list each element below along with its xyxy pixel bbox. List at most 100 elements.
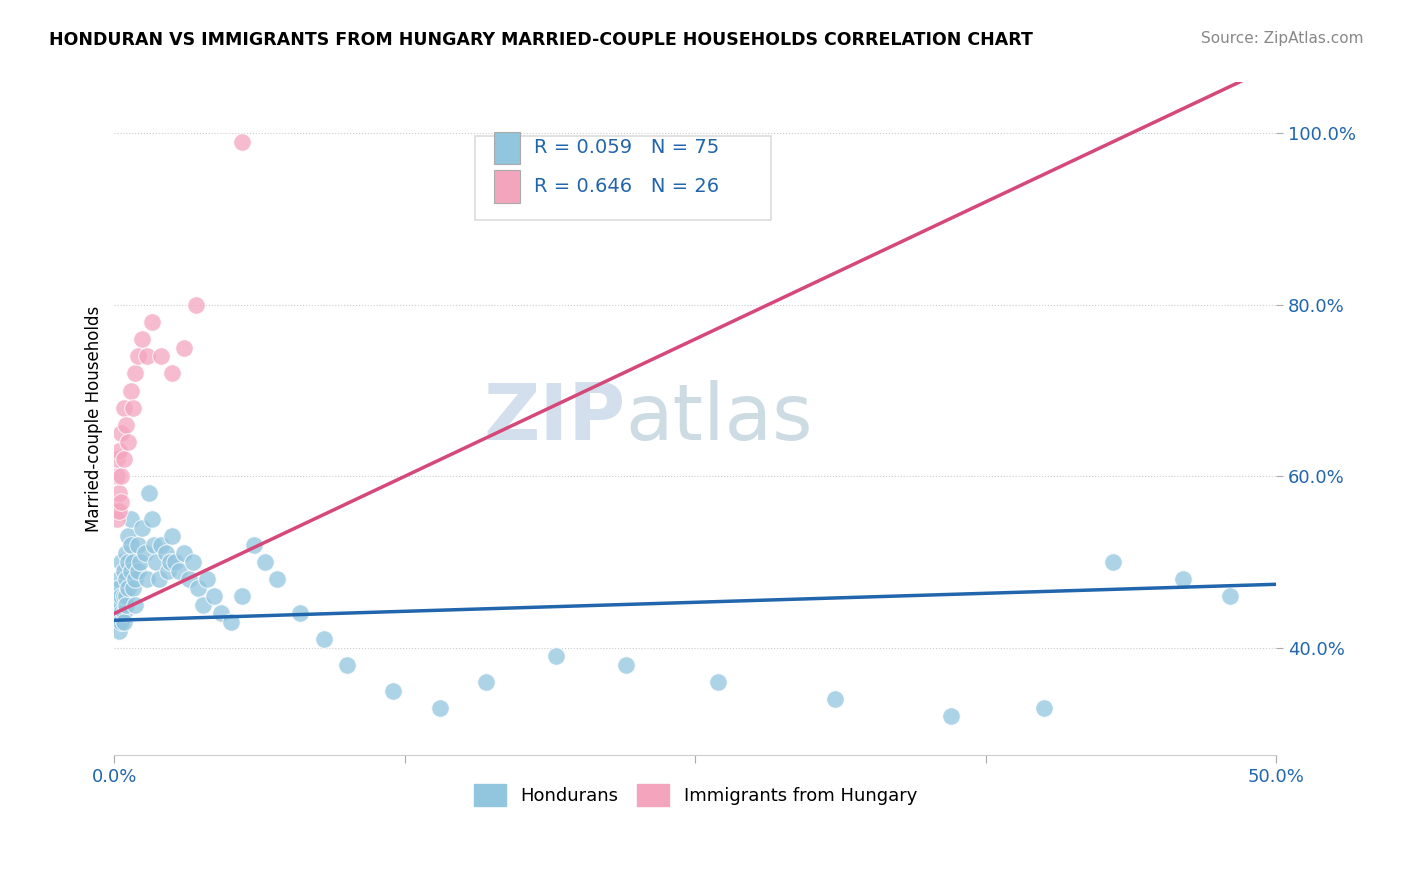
Point — [115, 546, 138, 560]
Point — [122, 581, 145, 595]
Point — [127, 564, 149, 578]
Point — [105, 503, 128, 517]
Point — [1171, 572, 1194, 586]
Point — [108, 486, 131, 500]
Point — [108, 581, 131, 595]
Point — [382, 683, 405, 698]
Point — [110, 607, 132, 621]
Point — [105, 615, 128, 629]
Point — [312, 632, 335, 647]
Point — [429, 700, 451, 714]
Point — [108, 598, 131, 612]
Point — [544, 649, 567, 664]
Point — [131, 521, 153, 535]
Point — [824, 692, 846, 706]
Point — [141, 512, 163, 526]
Point — [142, 538, 165, 552]
Y-axis label: Married-couple Households: Married-couple Households — [86, 305, 103, 532]
Point — [1032, 700, 1054, 714]
Point — [475, 675, 498, 690]
Point — [110, 615, 132, 629]
Point — [108, 624, 131, 638]
Point — [108, 443, 131, 458]
Point — [162, 367, 184, 381]
Point — [117, 529, 139, 543]
Point — [187, 581, 209, 595]
Point — [134, 546, 156, 560]
Point — [1102, 555, 1125, 569]
Point — [177, 572, 200, 586]
Point — [124, 367, 146, 381]
Point — [112, 401, 135, 415]
Point — [131, 332, 153, 346]
Point — [138, 486, 160, 500]
Point — [120, 538, 142, 552]
Point — [117, 555, 139, 569]
Point — [110, 426, 132, 441]
Point — [290, 607, 312, 621]
Point — [136, 572, 159, 586]
Point — [148, 572, 170, 586]
Point — [136, 349, 159, 363]
Point — [120, 512, 142, 526]
Point — [112, 452, 135, 467]
FancyBboxPatch shape — [474, 136, 770, 219]
Point — [162, 529, 184, 543]
Point — [231, 589, 253, 603]
Point — [173, 546, 195, 560]
Point — [117, 434, 139, 449]
Point — [122, 555, 145, 569]
Point — [105, 469, 128, 483]
Point — [115, 589, 138, 603]
Legend: Hondurans, Immigrants from Hungary: Hondurans, Immigrants from Hungary — [467, 777, 924, 814]
Point — [117, 581, 139, 595]
Point — [110, 469, 132, 483]
FancyBboxPatch shape — [495, 170, 520, 202]
Point — [127, 349, 149, 363]
Text: ZIP: ZIP — [484, 380, 626, 457]
Text: atlas: atlas — [626, 380, 813, 457]
Point — [219, 615, 242, 629]
Point — [149, 349, 172, 363]
Point — [939, 709, 962, 723]
Point — [159, 555, 181, 569]
Point — [183, 555, 205, 569]
Point — [124, 572, 146, 586]
Text: R = 0.059   N = 75: R = 0.059 N = 75 — [534, 138, 718, 157]
Text: HONDURAN VS IMMIGRANTS FROM HUNGARY MARRIED-COUPLE HOUSEHOLDS CORRELATION CHART: HONDURAN VS IMMIGRANTS FROM HUNGARY MARR… — [49, 31, 1033, 49]
Point — [169, 564, 191, 578]
Point — [145, 555, 167, 569]
Point — [141, 315, 163, 329]
Text: Source: ZipAtlas.com: Source: ZipAtlas.com — [1201, 31, 1364, 46]
Point — [614, 657, 637, 672]
Point — [127, 538, 149, 552]
Point — [105, 607, 128, 621]
Point — [155, 546, 177, 560]
Point — [1219, 589, 1241, 603]
Point — [112, 564, 135, 578]
Point — [110, 555, 132, 569]
Point — [163, 555, 186, 569]
Point — [231, 135, 253, 149]
Point — [124, 598, 146, 612]
Point — [129, 555, 152, 569]
Point — [110, 589, 132, 603]
Point — [707, 675, 730, 690]
Point — [112, 589, 135, 603]
Point — [209, 607, 232, 621]
Point — [173, 341, 195, 355]
Point — [191, 598, 214, 612]
Text: R = 0.646   N = 26: R = 0.646 N = 26 — [534, 177, 718, 196]
Point — [202, 589, 225, 603]
Point — [122, 401, 145, 415]
Point — [254, 555, 277, 569]
Point — [156, 564, 179, 578]
Point — [195, 572, 218, 586]
Point — [112, 607, 135, 621]
Point — [184, 298, 207, 312]
Point — [115, 598, 138, 612]
Point — [105, 452, 128, 467]
Point — [115, 417, 138, 432]
Point — [336, 657, 359, 672]
FancyBboxPatch shape — [495, 131, 520, 164]
